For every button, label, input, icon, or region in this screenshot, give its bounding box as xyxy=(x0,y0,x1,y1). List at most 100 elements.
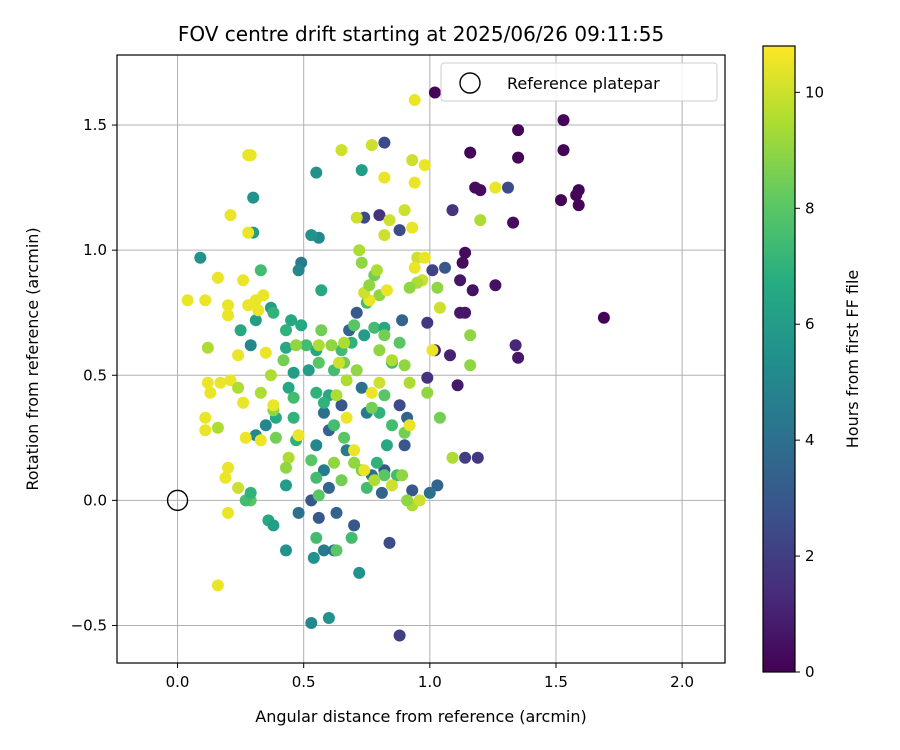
data-point xyxy=(471,451,484,464)
data-point xyxy=(365,386,378,399)
data-point xyxy=(280,544,292,557)
y-tick-label: 1.5 xyxy=(83,116,107,134)
data-point xyxy=(570,189,583,202)
y-tick-label: 0.0 xyxy=(83,491,107,509)
data-point xyxy=(340,411,353,424)
data-points xyxy=(181,86,610,642)
data-point xyxy=(239,431,252,444)
colorbar-tick-label: 2 xyxy=(805,547,815,565)
data-point xyxy=(237,396,250,409)
data-point xyxy=(222,461,234,474)
data-point xyxy=(502,181,514,194)
legend-label-reference: Reference platepar xyxy=(507,74,660,93)
data-point xyxy=(418,159,431,172)
data-point xyxy=(317,396,330,409)
data-point xyxy=(282,451,295,464)
data-point xyxy=(305,454,318,467)
data-point xyxy=(211,421,224,434)
data-point xyxy=(242,226,255,239)
x-tick-label: 1.0 xyxy=(418,673,442,691)
data-point xyxy=(370,456,383,469)
data-point xyxy=(348,456,361,469)
data-point xyxy=(232,481,245,494)
data-point xyxy=(267,519,280,532)
data-point xyxy=(378,136,391,149)
colorbar xyxy=(762,45,796,673)
y-tick-label: 1.0 xyxy=(83,241,107,259)
data-point xyxy=(310,386,323,399)
data-point xyxy=(431,281,444,294)
data-point xyxy=(280,461,292,474)
data-point xyxy=(474,214,487,227)
data-point xyxy=(335,144,348,157)
chart-title: FOV centre drift starting at 2025/06/26 … xyxy=(178,22,664,46)
data-point xyxy=(317,544,330,557)
data-point xyxy=(406,221,419,234)
data-point xyxy=(386,479,398,492)
data-point xyxy=(259,419,272,432)
data-point xyxy=(433,301,446,314)
data-point xyxy=(454,274,467,287)
data-point xyxy=(222,506,234,519)
data-point xyxy=(295,319,308,332)
data-point xyxy=(285,314,298,327)
data-point xyxy=(439,261,451,274)
data-point xyxy=(322,612,335,624)
data-point xyxy=(396,469,409,482)
data-point xyxy=(292,264,305,277)
data-point xyxy=(403,281,416,294)
data-point xyxy=(421,316,434,329)
data-point xyxy=(446,451,459,464)
data-point xyxy=(330,544,343,557)
data-point xyxy=(353,244,366,257)
data-point xyxy=(512,151,525,164)
data-point xyxy=(214,376,227,389)
data-point xyxy=(401,494,414,507)
data-point xyxy=(232,349,245,362)
data-point xyxy=(459,451,472,464)
data-point xyxy=(489,279,502,292)
data-point xyxy=(257,289,270,302)
data-point xyxy=(328,456,340,469)
x-tick-label: 0.5 xyxy=(292,673,316,691)
data-point xyxy=(353,566,366,579)
data-point xyxy=(302,364,315,377)
x-tick-label: 0.0 xyxy=(166,673,190,691)
reference-marker-layer xyxy=(166,489,189,512)
data-point xyxy=(307,551,320,564)
data-point xyxy=(338,336,351,349)
data-point xyxy=(277,354,290,367)
colorbar-tick-label: 4 xyxy=(805,431,815,449)
y-tick-label: 0.5 xyxy=(83,366,107,384)
data-point xyxy=(290,339,303,352)
data-point xyxy=(345,531,358,544)
data-point xyxy=(325,339,338,352)
data-point xyxy=(267,306,280,319)
data-point xyxy=(335,399,348,412)
data-point xyxy=(398,204,411,217)
data-point xyxy=(199,424,212,437)
data-point xyxy=(287,411,300,424)
data-point xyxy=(428,86,441,99)
data-point xyxy=(456,256,469,269)
data-point xyxy=(244,486,257,499)
data-point xyxy=(464,146,477,159)
data-point xyxy=(312,489,325,502)
data-point xyxy=(287,391,300,404)
x-tick-label: 2.0 xyxy=(670,673,694,691)
data-point xyxy=(383,536,396,549)
data-point xyxy=(403,376,416,389)
data-point xyxy=(423,486,436,499)
data-point xyxy=(396,314,409,327)
grid xyxy=(117,55,725,663)
data-point xyxy=(451,379,464,392)
data-point xyxy=(512,124,525,137)
data-point xyxy=(426,344,439,357)
data-point xyxy=(201,341,214,354)
data-point xyxy=(317,406,330,419)
data-point xyxy=(572,199,585,212)
data-point xyxy=(555,194,567,207)
data-point xyxy=(340,374,353,387)
data-point xyxy=(280,324,292,337)
data-point xyxy=(413,494,426,507)
